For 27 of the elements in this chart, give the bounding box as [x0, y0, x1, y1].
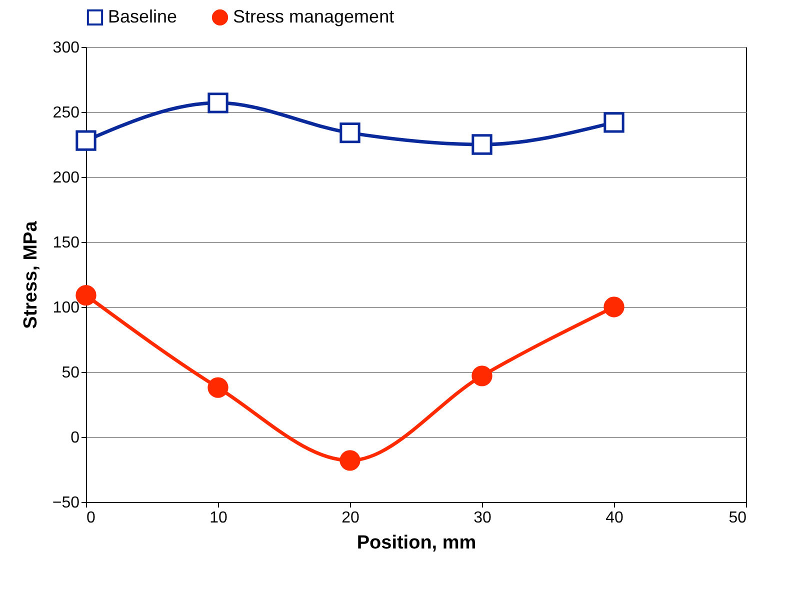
- x-tick-label: 30: [474, 510, 492, 526]
- y-tick-label: 300: [52, 40, 80, 56]
- y-axis-title: Stress, MPa: [20, 220, 42, 329]
- y-tick-label: 250: [52, 104, 80, 122]
- y-tick-label: 200: [52, 170, 80, 186]
- x-tick-label: 10: [210, 510, 228, 526]
- y-tick-label: 100: [52, 300, 80, 316]
- x-tick-label: 20: [342, 510, 360, 526]
- x-tick-label: 50: [728, 510, 747, 526]
- point: [208, 377, 228, 398]
- legend-label: Baseline: [108, 6, 178, 26]
- point: [340, 122, 360, 144]
- point: [472, 134, 492, 155]
- y-tick-label: −50: [52, 494, 80, 512]
- point: [208, 92, 228, 114]
- y-tick-label: 0: [70, 430, 80, 446]
- y-tick-label: 150: [52, 234, 80, 252]
- point: [76, 130, 96, 151]
- point: [604, 296, 624, 318]
- x-tick-label: 0: [86, 510, 96, 526]
- y-tick-label: 50: [62, 364, 80, 382]
- x-axis-title: Position, mm: [356, 532, 476, 554]
- x-tick-label: 40: [606, 510, 624, 526]
- point: [472, 366, 492, 386]
- point: [340, 450, 360, 471]
- point: [604, 112, 624, 133]
- legend-label: Stress management: [233, 6, 394, 26]
